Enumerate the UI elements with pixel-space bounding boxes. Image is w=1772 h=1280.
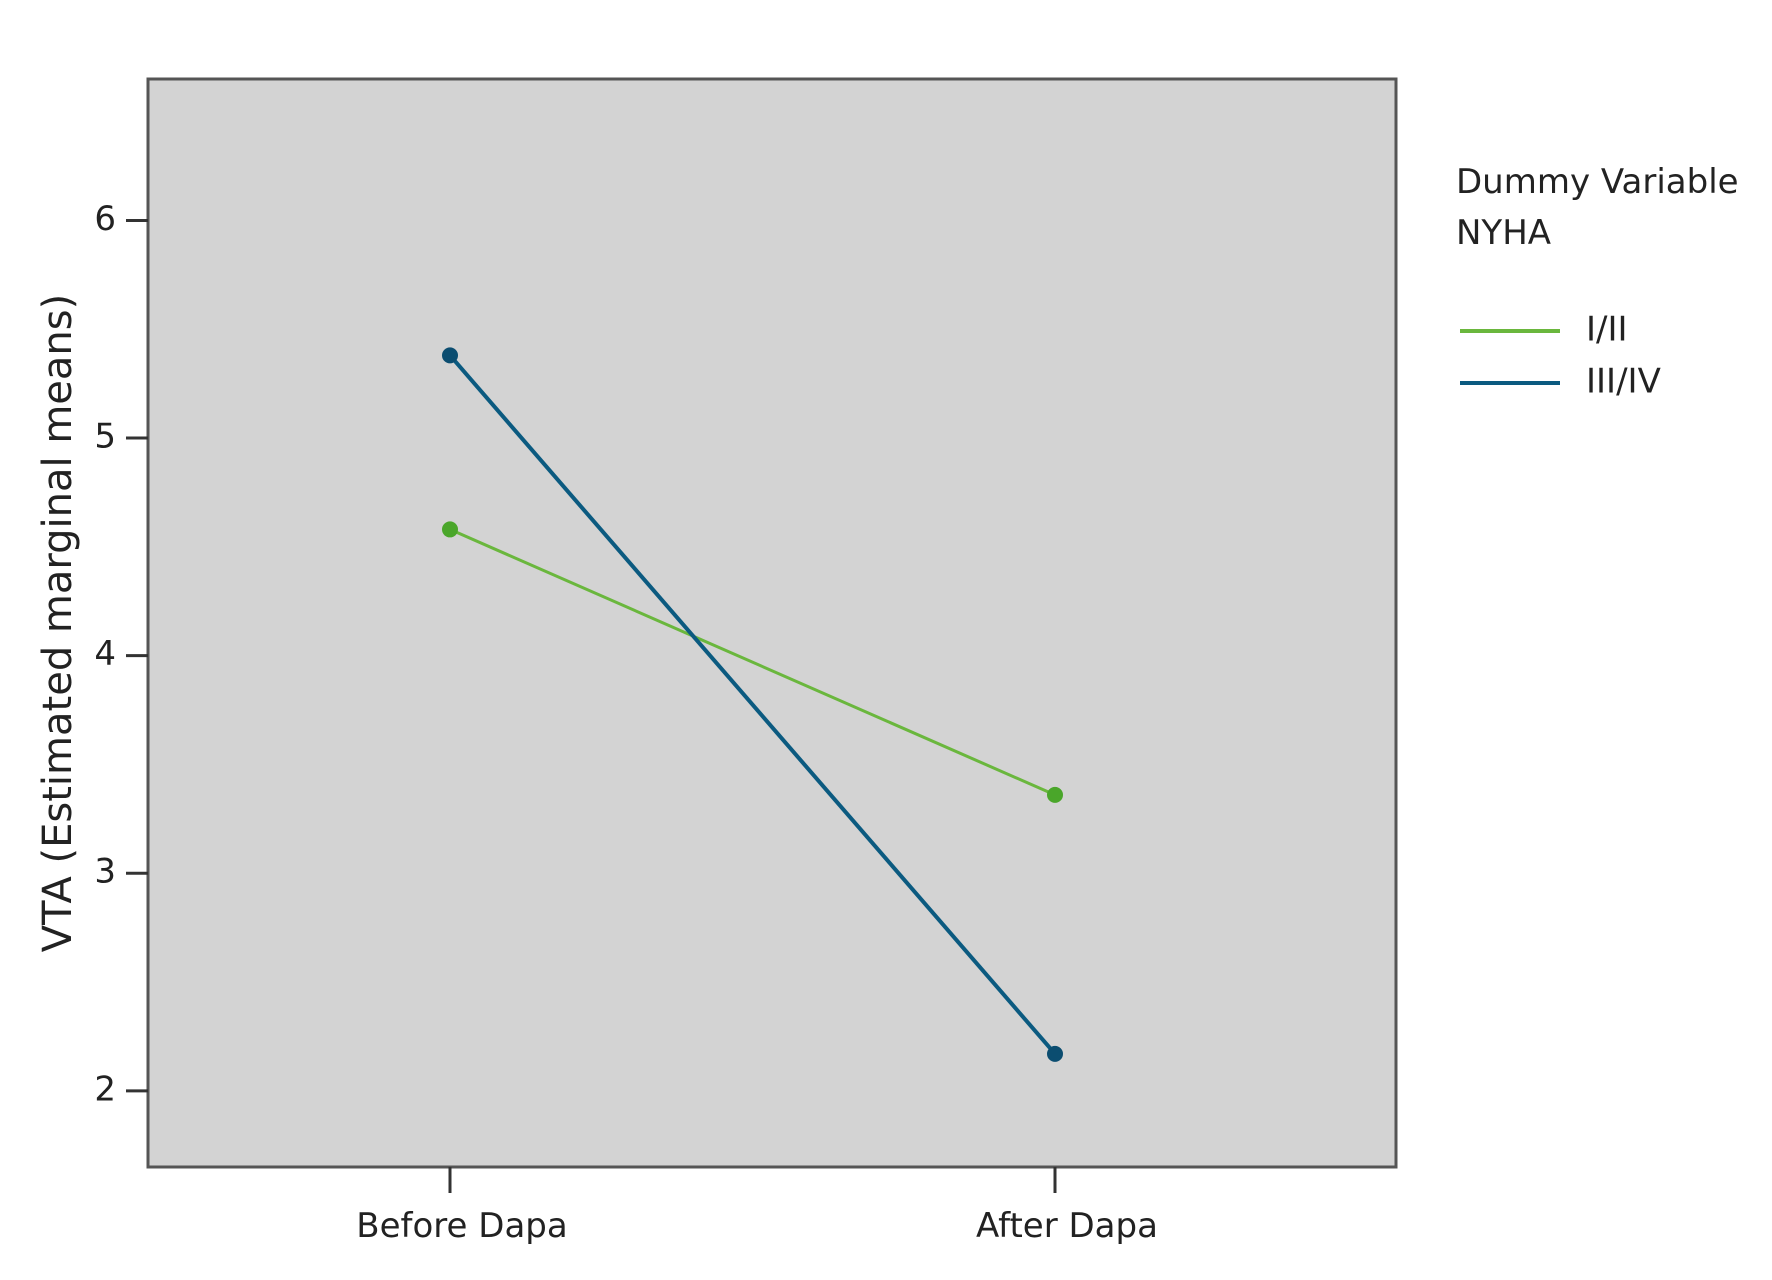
- legend: Dummy Variable NYHA I/II III/IV: [1456, 162, 1739, 402]
- data-point: [442, 347, 458, 364]
- series-line: [448, 354, 1057, 1056]
- legend-title-line-2: NYHA: [1456, 213, 1551, 253]
- data-point: [442, 521, 458, 538]
- series-line: [449, 528, 1056, 797]
- y-axis: 2 3 4 5 6: [94, 199, 148, 1109]
- x-tick-label: Before Dapa: [356, 1206, 567, 1246]
- series-i-ii: [442, 521, 1063, 803]
- y-tick-label: 2: [94, 1069, 116, 1109]
- series-iii-iv: [442, 347, 1063, 1062]
- x-tick-label: After Dapa: [976, 1206, 1158, 1246]
- legend-label: I/II: [1586, 310, 1628, 350]
- y-tick-label: 4: [94, 634, 116, 674]
- y-tick-label: 3: [94, 852, 116, 892]
- legend-items: I/II III/IV: [1460, 310, 1661, 402]
- x-axis: Before Dapa After Dapa: [356, 1167, 1158, 1246]
- legend-title-line-1: Dummy Variable: [1456, 162, 1739, 202]
- data-point: [1047, 786, 1063, 803]
- legend-label: III/IV: [1586, 362, 1661, 402]
- plot-area: [146, 77, 1398, 1169]
- y-axis-title: VTA (Estimated marginal means): [35, 294, 81, 952]
- y-tick-label: 6: [94, 199, 116, 239]
- y-tick-label: 5: [94, 417, 116, 457]
- series-layer: [442, 347, 1063, 1062]
- data-point: [1047, 1045, 1063, 1062]
